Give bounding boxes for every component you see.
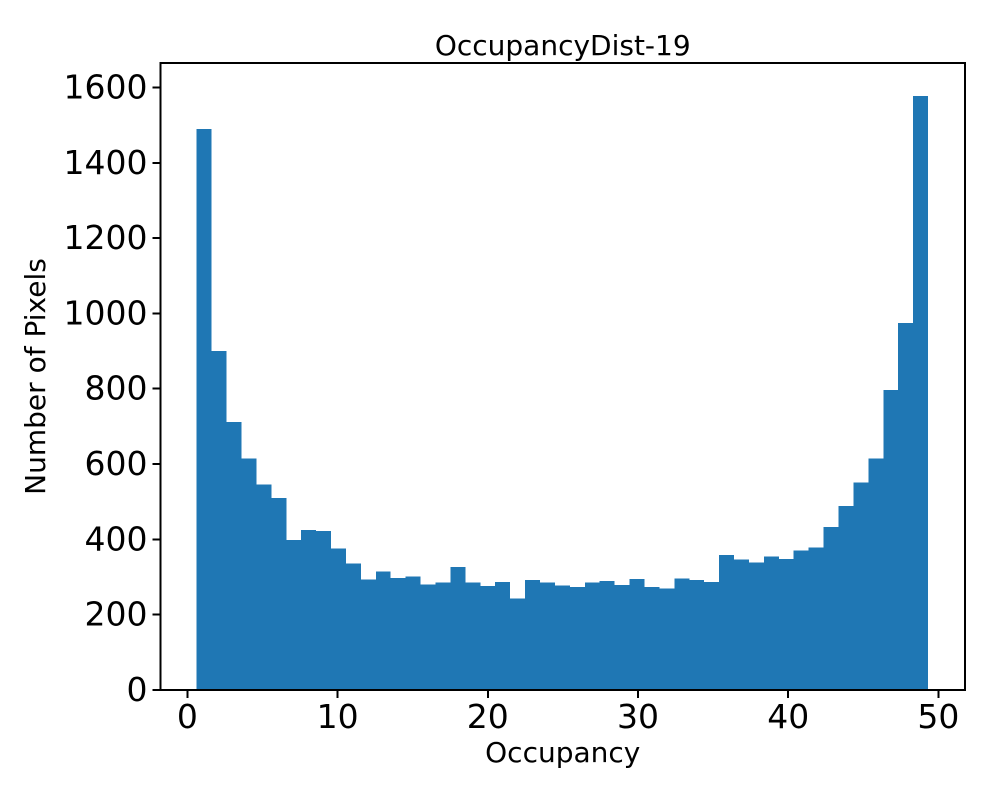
x-tick-label: 20: [467, 697, 509, 736]
histogram-bar: [838, 506, 854, 690]
y-axis-label: Number of Pixels: [19, 258, 52, 495]
histogram-bar: [554, 585, 570, 690]
histogram-bar: [913, 95, 929, 690]
y-tick-label: 600: [85, 444, 148, 483]
y-tick-label: 1600: [64, 67, 148, 106]
histogram-bar: [704, 581, 720, 690]
histogram-bar: [405, 576, 421, 690]
histogram-bar: [659, 588, 675, 690]
histogram-bar: [345, 563, 361, 690]
y-tick-label: 200: [85, 595, 148, 634]
histogram-bar: [211, 351, 227, 690]
histogram-bar: [271, 497, 287, 690]
x-tick-label: 40: [767, 697, 809, 736]
y-tick-label: 800: [85, 369, 148, 408]
histogram-bar: [808, 547, 824, 690]
histogram-bar: [301, 529, 317, 690]
histogram-bar: [420, 584, 436, 690]
histogram-bar: [778, 558, 794, 690]
y-tick-label: 1400: [64, 143, 148, 182]
histogram-bar: [644, 586, 660, 690]
histogram-bar: [584, 582, 600, 690]
x-tick-label: 0: [177, 697, 198, 736]
x-axis-label: Occupancy: [485, 736, 640, 769]
bars-group: [196, 95, 929, 690]
x-tick-label: 30: [617, 697, 659, 736]
y-tick-label: 1000: [64, 293, 148, 332]
histogram-bar: [450, 566, 466, 690]
histogram-bar: [599, 581, 615, 690]
histogram-bar: [360, 579, 376, 690]
x-tick-label: 50: [917, 697, 959, 736]
histogram-bar: [196, 128, 212, 690]
y-tick-label: 0: [127, 670, 148, 709]
histogram-bar: [540, 582, 555, 690]
histogram-bar: [525, 580, 540, 690]
x-axis-ticks: 0 10 20 30 40 50: [177, 690, 959, 736]
histogram-bar: [823, 526, 839, 690]
histogram-bar: [748, 562, 764, 690]
histogram-bar: [375, 571, 391, 690]
histogram-bar: [734, 559, 749, 690]
histogram-bar: [868, 458, 884, 690]
histogram-bar: [614, 584, 630, 690]
histogram-bar: [629, 578, 645, 690]
x-tick-label: 10: [317, 697, 359, 736]
histogram-bar: [853, 482, 869, 690]
histogram-bar: [674, 578, 690, 690]
histogram-bar: [898, 323, 914, 690]
histogram-bar: [480, 586, 496, 690]
histogram-bar: [689, 580, 705, 690]
histogram-bar: [226, 421, 242, 690]
histogram-bar: [510, 598, 526, 690]
histogram-bar: [465, 582, 481, 690]
histogram-bar: [495, 581, 511, 690]
histogram-bar: [763, 556, 779, 690]
histogram-bar: [241, 458, 257, 690]
y-axis-ticks: 0 200 400 600 800 1000 1200 1400 1600: [64, 67, 161, 709]
histogram-bar: [719, 555, 735, 690]
histogram-bar: [256, 484, 272, 690]
histogram-bar: [883, 389, 899, 690]
y-tick-label: 400: [85, 519, 148, 558]
histogram-bar: [331, 548, 346, 690]
chart-title: OccupancyDist-19: [435, 29, 691, 62]
histogram-bar: [286, 540, 302, 690]
histogram-bar: [435, 582, 451, 690]
y-tick-label: 1200: [64, 218, 148, 257]
histogram-bar: [316, 531, 332, 690]
histogram-bar: [390, 577, 406, 690]
plot-border: [159, 62, 966, 691]
histogram-bar: [793, 550, 809, 690]
histogram-bar: [569, 587, 585, 690]
